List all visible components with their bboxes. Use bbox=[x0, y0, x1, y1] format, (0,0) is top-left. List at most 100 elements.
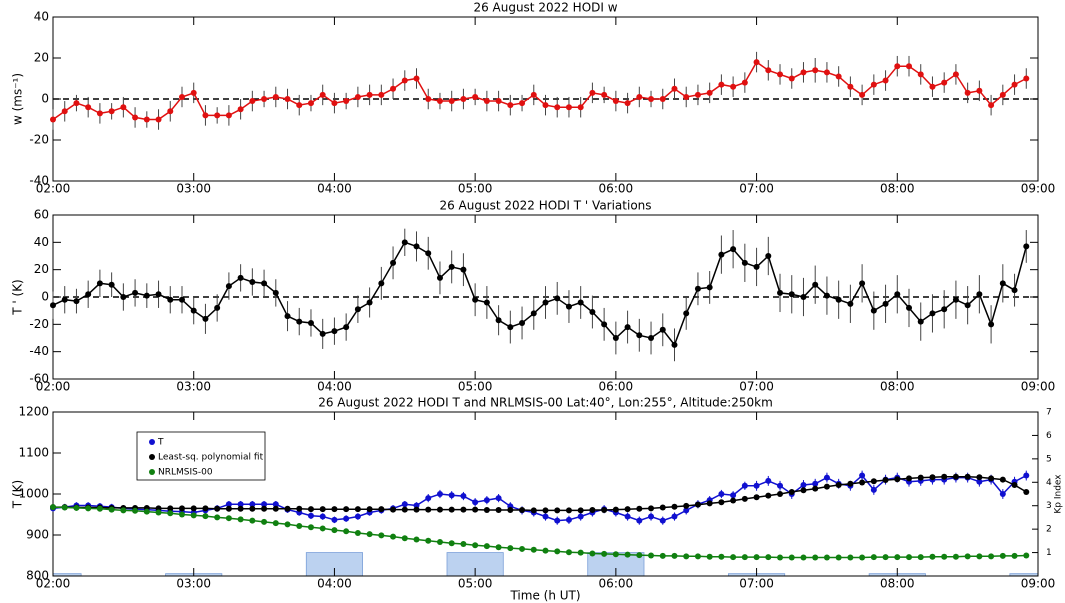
y-tick-label: 20 bbox=[34, 262, 49, 276]
data-point bbox=[448, 540, 455, 547]
data-point bbox=[237, 505, 244, 512]
data-point bbox=[249, 501, 256, 508]
data-point bbox=[143, 292, 150, 299]
y2-tick-label: 7 bbox=[1046, 408, 1052, 418]
y2-tick-label: 6 bbox=[1046, 431, 1052, 441]
data-point bbox=[753, 59, 760, 66]
data-point bbox=[765, 492, 772, 499]
data-point bbox=[155, 116, 162, 123]
data-point bbox=[706, 500, 713, 507]
data-point bbox=[589, 89, 596, 96]
x-tick-label: 02:00 bbox=[36, 577, 71, 591]
x-tick-label: 06:00 bbox=[599, 380, 634, 394]
data-point bbox=[436, 538, 443, 545]
data-point bbox=[249, 505, 256, 512]
data-point bbox=[906, 63, 913, 70]
data-point bbox=[565, 303, 572, 310]
data-point bbox=[554, 548, 561, 555]
data-point bbox=[753, 494, 760, 501]
data-point bbox=[143, 508, 150, 515]
data-point bbox=[718, 251, 725, 258]
y2-tick-label: 5 bbox=[1046, 454, 1052, 464]
x-tick-label: 09:00 bbox=[1021, 182, 1056, 196]
data-point bbox=[155, 505, 162, 512]
data-point bbox=[554, 517, 561, 524]
data-point bbox=[237, 501, 244, 508]
data-point bbox=[237, 106, 244, 113]
x-tick-label: 04:00 bbox=[317, 577, 352, 591]
data-point bbox=[296, 102, 303, 109]
data-point bbox=[859, 554, 866, 561]
data-point bbox=[190, 512, 197, 519]
data-point bbox=[413, 243, 420, 250]
data-point bbox=[120, 294, 127, 300]
data-point bbox=[859, 479, 866, 486]
y-tick-label: 1100 bbox=[18, 446, 49, 460]
x-tick-label: 04:00 bbox=[317, 182, 352, 196]
data-point bbox=[354, 506, 361, 513]
data-point bbox=[1011, 287, 1018, 294]
data-point bbox=[929, 310, 936, 317]
data-point bbox=[530, 546, 537, 553]
data-point bbox=[988, 475, 995, 482]
data-point bbox=[132, 114, 139, 121]
data-point bbox=[425, 96, 432, 102]
data-point bbox=[976, 553, 983, 560]
data-point bbox=[284, 521, 291, 528]
data-point bbox=[202, 505, 209, 512]
y-tick-label: 0 bbox=[41, 92, 49, 106]
data-point bbox=[190, 89, 197, 96]
data-point bbox=[390, 85, 397, 92]
data-point bbox=[788, 488, 795, 495]
data-point bbox=[448, 506, 455, 513]
data-point bbox=[73, 504, 80, 511]
data-point bbox=[50, 504, 56, 511]
data-point bbox=[495, 495, 502, 502]
data-point bbox=[894, 476, 901, 483]
data-point bbox=[413, 502, 420, 509]
data-point bbox=[132, 289, 139, 296]
data-point bbox=[472, 506, 479, 513]
y-tick-label: 1200 bbox=[18, 405, 49, 419]
data-point bbox=[249, 278, 256, 285]
data-point bbox=[777, 71, 784, 78]
data-point bbox=[648, 335, 655, 341]
data-point bbox=[178, 505, 185, 512]
data-point bbox=[917, 474, 924, 481]
data-point bbox=[718, 499, 725, 506]
data-point bbox=[472, 542, 479, 549]
data-point bbox=[952, 296, 959, 303]
data-point bbox=[272, 505, 279, 512]
panel-title: 26 August 2022 HODI T ' Variations bbox=[439, 199, 651, 213]
series-line bbox=[52, 61, 1027, 121]
data-point bbox=[401, 506, 408, 513]
data-point bbox=[448, 98, 455, 105]
data-point bbox=[894, 291, 901, 298]
data-point bbox=[249, 517, 256, 524]
data-point bbox=[272, 520, 279, 527]
data-point bbox=[307, 506, 314, 513]
data-point bbox=[436, 506, 443, 513]
data-point bbox=[870, 486, 877, 493]
data-point bbox=[519, 545, 526, 552]
data-point bbox=[999, 491, 1006, 497]
y-tick-label: -40 bbox=[29, 174, 49, 188]
data-point bbox=[354, 93, 361, 100]
data-point bbox=[823, 69, 830, 76]
legend-label: T bbox=[157, 438, 164, 448]
data-point bbox=[847, 83, 854, 90]
data-point bbox=[519, 100, 526, 107]
data-point bbox=[378, 91, 385, 98]
data-point bbox=[964, 302, 971, 309]
data-point bbox=[659, 504, 666, 511]
legend-label: NRLMSIS-00 bbox=[158, 468, 213, 478]
data-point bbox=[636, 332, 643, 339]
data-point bbox=[929, 83, 936, 90]
data-point bbox=[495, 544, 502, 551]
data-point bbox=[202, 112, 209, 119]
data-point bbox=[577, 507, 584, 514]
data-point bbox=[61, 296, 68, 303]
data-point bbox=[823, 474, 830, 481]
data-point bbox=[870, 307, 877, 314]
data-point bbox=[753, 482, 760, 489]
